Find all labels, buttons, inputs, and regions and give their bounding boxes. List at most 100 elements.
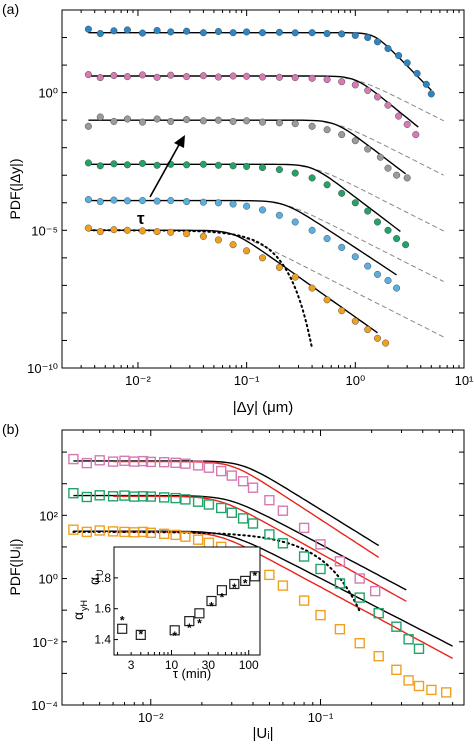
data-point xyxy=(84,159,92,167)
data-point xyxy=(259,164,267,172)
data-point xyxy=(243,117,251,125)
data-point-square xyxy=(180,531,191,542)
data-point-square xyxy=(298,595,310,606)
data-point-square xyxy=(68,488,79,499)
data-point-square xyxy=(354,592,365,603)
data-point xyxy=(123,197,131,205)
data-point xyxy=(96,198,104,206)
data-point-square xyxy=(264,569,275,581)
data-point xyxy=(84,224,92,232)
tau-arrow-line xyxy=(149,142,181,198)
data-point xyxy=(364,262,372,270)
data-point xyxy=(364,207,372,215)
data-point xyxy=(374,93,382,101)
data-point-square xyxy=(94,490,105,501)
inset-x-tick-label: 100 xyxy=(239,658,259,672)
data-point xyxy=(167,197,175,205)
data-point xyxy=(110,117,118,125)
power-law-fit-dashed xyxy=(344,77,444,122)
data-point-square xyxy=(119,490,130,501)
data-point xyxy=(323,30,331,38)
data-point-square xyxy=(81,526,93,538)
data-point xyxy=(403,174,411,182)
data-point xyxy=(123,26,131,34)
data-point-square xyxy=(119,455,130,466)
inset-asterisk-point: * xyxy=(243,577,248,591)
data-point xyxy=(382,339,390,347)
data-point xyxy=(110,71,118,79)
data-point xyxy=(412,131,420,139)
data-point-square xyxy=(203,537,215,548)
data-point-square xyxy=(247,518,259,529)
data-point-square xyxy=(137,491,149,502)
inset-asterisk-point: * xyxy=(232,581,237,595)
data-point xyxy=(84,25,92,33)
data-point xyxy=(351,31,359,39)
y-tick-label: 10⁻⁴ xyxy=(31,698,58,713)
data-point-square xyxy=(94,525,105,536)
data-point xyxy=(275,211,283,219)
data-point xyxy=(323,126,331,134)
panel-a-frame xyxy=(61,9,465,369)
panel-a-label: (a) xyxy=(2,1,19,17)
data-point xyxy=(214,236,222,244)
data-point xyxy=(393,284,401,292)
data-point xyxy=(259,254,267,262)
data-point xyxy=(374,270,382,278)
data-point-square xyxy=(237,513,249,524)
inset-y-tick-label: 1.6 xyxy=(94,602,111,616)
data-point-square xyxy=(373,651,384,662)
y-tick-label: 10² xyxy=(39,508,58,523)
panel-a: (a) 10⁻² 10⁻¹ 10⁰ 10¹ 10⁰ 10⁻⁵ 10⁻¹⁰ τ PDF(|Δy… xyxy=(2,1,474,416)
data-point-square xyxy=(192,534,204,545)
inset-square-point xyxy=(249,571,260,582)
data-point xyxy=(183,116,191,124)
data-point xyxy=(384,101,392,109)
data-point-square xyxy=(334,578,346,589)
data-point xyxy=(167,28,175,36)
data-point xyxy=(338,189,346,197)
inset-asterisk-point: * xyxy=(252,569,257,583)
inset-asterisk-point: * xyxy=(187,621,192,635)
data-point xyxy=(96,113,104,121)
data-point-square xyxy=(264,495,275,506)
data-point xyxy=(214,73,222,81)
data-point xyxy=(259,118,267,126)
data-point-square xyxy=(94,455,105,466)
data-point-square xyxy=(170,529,181,541)
data-point-square xyxy=(441,687,452,698)
panel-b-ticks: 10⁻² 10⁻¹ 10² 10⁰ 10⁻² 10⁻⁴ xyxy=(31,430,464,725)
data-point xyxy=(351,199,359,207)
data-point-square xyxy=(391,664,402,675)
model-fit-line xyxy=(88,163,401,232)
data-point xyxy=(138,197,146,205)
data-point xyxy=(123,73,131,81)
data-point-square xyxy=(107,491,119,502)
data-point-square xyxy=(315,609,326,621)
data-point xyxy=(364,86,372,94)
data-point xyxy=(214,28,222,36)
y-tick-label: 10⁰ xyxy=(38,86,58,101)
data-point xyxy=(384,226,392,234)
inset-square-point xyxy=(117,623,128,634)
data-point xyxy=(153,27,161,35)
data-point xyxy=(199,117,207,125)
panel-a-ticks: 10⁻² 10⁻¹ 10⁰ 10¹ 10⁰ 10⁻⁵ 10⁻¹⁰ xyxy=(27,9,474,388)
data-point xyxy=(183,73,191,81)
data-point-square xyxy=(264,529,275,540)
inset-ylabel-2-alpha: α xyxy=(86,577,102,585)
data-point xyxy=(402,241,410,249)
data-point xyxy=(395,112,403,120)
data-point xyxy=(214,199,222,207)
data-point xyxy=(110,160,118,168)
data-point xyxy=(96,228,104,236)
data-point xyxy=(393,171,401,179)
data-point xyxy=(259,73,267,81)
data-point xyxy=(351,81,359,89)
data-point-square xyxy=(107,456,119,467)
data-point xyxy=(199,160,207,168)
data-point xyxy=(275,119,283,127)
data-point xyxy=(384,45,392,53)
data-point xyxy=(84,196,92,204)
